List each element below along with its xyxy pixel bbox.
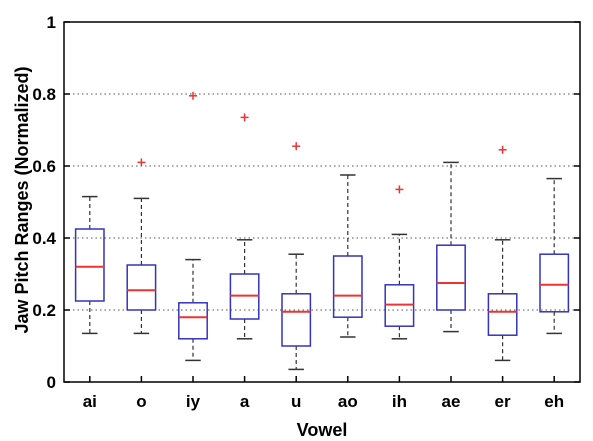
box-iqr [126,264,157,311]
box-a [229,113,260,340]
box-er [487,145,518,362]
x-tick-label: ai [83,392,97,411]
y-tick-label: 0.2 [32,301,56,320]
box-iqr [487,293,518,336]
box-plot-series [74,91,570,371]
x-tick-label: ae [442,392,461,411]
x-tick-label: o [136,392,146,411]
box-ao [332,174,363,338]
y-tick-label: 0 [47,373,56,392]
box-iqr [332,255,363,318]
y-tick-label: 0.8 [32,85,56,104]
box-iqr [281,293,312,347]
box-ai [74,195,105,335]
y-tick-label: 1 [47,13,56,32]
x-tick-label: ao [338,392,358,411]
outlier-marker [498,145,507,154]
x-tick-label: a [240,392,250,411]
box-iqr [539,253,570,313]
x-tick-label: ih [392,392,407,411]
x-tick-label: er [495,392,511,411]
y-tick-label: 0.4 [32,229,56,248]
box-iqr [178,302,208,340]
box-ih [384,185,415,340]
box-ae [436,161,466,333]
x-tick-label: iy [186,392,201,411]
plot-frame [63,21,581,383]
x-tick-label: u [291,392,301,411]
x-tick-label: eh [544,392,564,411]
outlier-marker [137,158,146,167]
y-tick-label: 0.6 [32,157,56,176]
box-u [281,142,312,371]
outlier-marker [189,91,197,100]
outlier-marker [292,142,301,151]
x-axis-label: Vowel [297,420,348,440]
box-iqr [74,228,105,302]
box-iy [178,91,208,362]
box-eh [539,177,570,335]
x-axis-ticks: ai o iy a u ao ih ae er eh [83,376,564,411]
y-axis-ticks: 0 0.2 0.4 0.6 0.8 1 [32,13,580,392]
outlier-marker [240,113,249,122]
y-axis-label: Jaw Pitch Ranges (Normalized) [12,66,32,333]
box-iqr [436,244,466,311]
outlier-marker [395,185,404,194]
box-o [126,158,157,335]
